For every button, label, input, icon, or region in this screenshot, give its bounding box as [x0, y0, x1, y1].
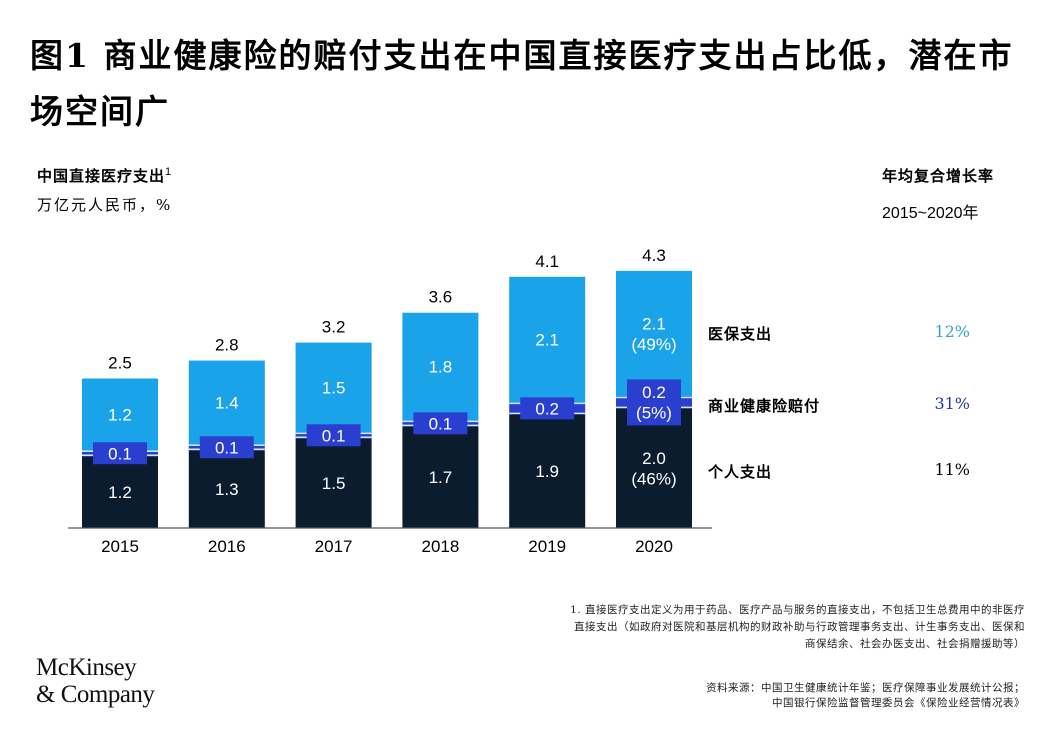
- footnote-line: 1. 直接医疗支出定义为用于药品、医疗产品与服务的直接支出，不包括卫生总费用中的…: [570, 604, 1025, 616]
- x-tick-label-2016: 2016: [208, 537, 246, 556]
- data-label-box-commercial-2016: [199, 436, 254, 459]
- bar-segment-2018-0: [402, 426, 479, 528]
- data-label-personal-2017: 1.5: [322, 474, 346, 493]
- data-label-commercial-2017: 0.1: [322, 426, 346, 445]
- data-label-commercial-2016: 0.1: [215, 438, 239, 457]
- data-label-commercial-2015: 0.1: [108, 444, 132, 463]
- data-label-box-commercial-2019: [520, 397, 575, 420]
- logo-line: McKinsey: [36, 654, 137, 681]
- data-label-commercial-2020: 0.2 (5%): [636, 383, 672, 422]
- chart-title: 中国直接医疗支出1: [37, 165, 172, 186]
- chart-unit: 万亿元人民币，%: [37, 196, 173, 214]
- data-label-box-commercial-2015: [93, 442, 147, 465]
- footnote-mark: 1: [165, 166, 173, 178]
- data-label-commercial-2018: 0.1: [429, 414, 453, 433]
- bar-segment-2019-0: [509, 414, 586, 528]
- legend-cagr-commercial-insurance: 31%: [934, 394, 970, 413]
- total-label-2020: 4.3: [642, 246, 666, 265]
- legend-cagr-medical-insurance: 12%: [934, 322, 970, 341]
- bar-segment-2018-2: [402, 312, 479, 421]
- data-label-personal-2020: 2.0 (46%): [631, 449, 676, 488]
- x-tick-label-2018: 2018: [421, 537, 459, 556]
- x-tick-label-2015: 2015: [101, 537, 139, 556]
- legend-label-commercial-insurance: 商业健康险赔付: [708, 397, 821, 415]
- source-line: 资料来源：中国卫生健康统计年鉴；医疗保障事业发展统计公报；: [706, 682, 1025, 694]
- data-label-medical-2015: 1.2: [108, 405, 132, 424]
- mckinsey-logo: McKinsey & Company: [36, 654, 155, 708]
- data-label-medical-2019: 2.1: [535, 331, 559, 350]
- bar-segment-2020-2: [616, 270, 692, 397]
- data-label-medical-2016: 1.4: [215, 393, 239, 412]
- x-tick-label-2020: 2020: [635, 537, 673, 556]
- footnote: 1. 直接医疗支出定义为用于药品、医疗产品与服务的直接支出，不包括卫生总费用中的…: [455, 602, 1025, 653]
- data-label-personal-2018: 1.7: [429, 468, 453, 487]
- legend-label-medical-insurance: 医保支出: [708, 325, 773, 343]
- cagr-period: 2015~2020年: [882, 205, 979, 222]
- data-label-medical-2018: 1.8: [429, 358, 453, 377]
- total-label-2015: 2.5: [108, 354, 132, 373]
- x-tick-label-2017: 2017: [315, 537, 353, 556]
- page-title: 图1 商业健康险的赔付支出在中国直接医疗支出占比低，潜在市场空间广: [30, 36, 1014, 131]
- bar-segment-2019-2: [509, 276, 586, 403]
- data-label-personal-2019: 1.9: [535, 462, 559, 481]
- data-label-box-commercial-2020: [627, 379, 681, 426]
- bar-segment-2016-0: [188, 450, 265, 528]
- data-label-box-commercial-2018: [413, 412, 468, 435]
- bar-segment-2017-0: [295, 438, 372, 528]
- bar-segment-2020-0: [616, 408, 692, 528]
- source-note: 资料来源：中国卫生健康统计年鉴；医疗保障事业发展统计公报； 中国银行保险监督管理…: [600, 681, 1025, 711]
- data-label-box-commercial-2017: [306, 424, 361, 447]
- total-label-2016: 2.8: [215, 336, 239, 355]
- total-label-2017: 3.2: [322, 318, 346, 337]
- data-label-personal-2015: 1.2: [108, 483, 132, 502]
- footnote-line: 直接支出（如政府对医院和基层机构的财政补助与行政管理事务支出、计生事务支出、医保…: [574, 621, 1025, 633]
- data-label-commercial-2019: 0.2: [535, 399, 559, 418]
- data-label-personal-2016: 1.3: [215, 480, 239, 499]
- cagr-title: 年均复合增长率: [882, 167, 995, 185]
- x-tick-label-2019: 2019: [528, 537, 566, 556]
- bar-segment-2015-0: [82, 456, 158, 528]
- legend-label-personal: 个人支出: [708, 463, 773, 481]
- bar-segment-2015-2: [82, 378, 158, 451]
- data-label-medical-2020: 2.1 (49%): [631, 314, 676, 353]
- footnote-line: 商保结余、社会办医支出、社会捐赠援助等）: [805, 638, 1025, 650]
- source-line: 中国银行保险监督管理委员会《保险业经营情况表》: [772, 697, 1025, 709]
- legend-cagr-personal: 11%: [934, 460, 970, 479]
- data-label-medical-2017: 1.5: [322, 378, 346, 397]
- stacked-bar-chart: 1.2 1.2 0.1 2.5 2015 1.3 1.4 0.1 2.8 2016 1.5 1.5 0.…: [68, 246, 712, 556]
- logo-line: & Company: [36, 681, 155, 708]
- bar-segment-2016-2: [188, 360, 265, 445]
- total-label-2018: 3.6: [429, 288, 453, 307]
- total-label-2019: 4.1: [535, 252, 559, 271]
- bar-segment-2017-2: [295, 342, 372, 433]
- chart-title-text: 中国直接医疗支出: [37, 167, 166, 185]
